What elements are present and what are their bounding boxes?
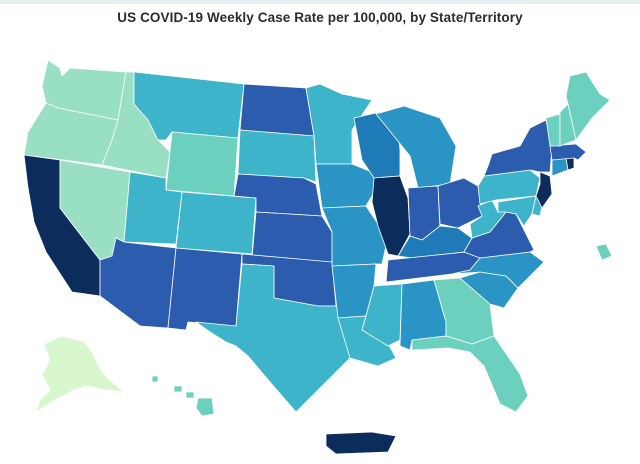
state-AK[interactable] — [35, 335, 125, 413]
state-MT[interactable] — [133, 71, 245, 141]
state-SD[interactable] — [237, 129, 317, 183]
state-HI[interactable] — [151, 375, 215, 417]
map-title: US COVID-19 Weekly Case Rate per 100,000… — [117, 10, 523, 25]
state-NJ[interactable] — [535, 171, 553, 209]
state-MA[interactable] — [549, 143, 587, 161]
state-KS[interactable] — [251, 211, 333, 263]
state-NY[interactable] — [483, 119, 553, 177]
top-border — [0, 0, 640, 4]
state-WY[interactable] — [165, 131, 239, 197]
state-NC[interactable] — [451, 251, 545, 289]
state-MI[interactable] — [375, 105, 457, 189]
state-WV[interactable] — [469, 199, 511, 239]
state-ME[interactable] — [565, 71, 611, 141]
state-FL[interactable] — [411, 335, 529, 413]
state-MN[interactable] — [305, 83, 373, 165]
territory-VI[interactable] — [595, 243, 613, 261]
territory-PR[interactable] — [325, 431, 397, 455]
state-NM[interactable] — [167, 247, 243, 331]
state-MO[interactable] — [321, 205, 387, 267]
state-CO[interactable] — [175, 191, 257, 255]
state-ND[interactable] — [239, 83, 315, 137]
state-TX[interactable] — [195, 263, 351, 413]
state-CT[interactable] — [551, 157, 569, 177]
